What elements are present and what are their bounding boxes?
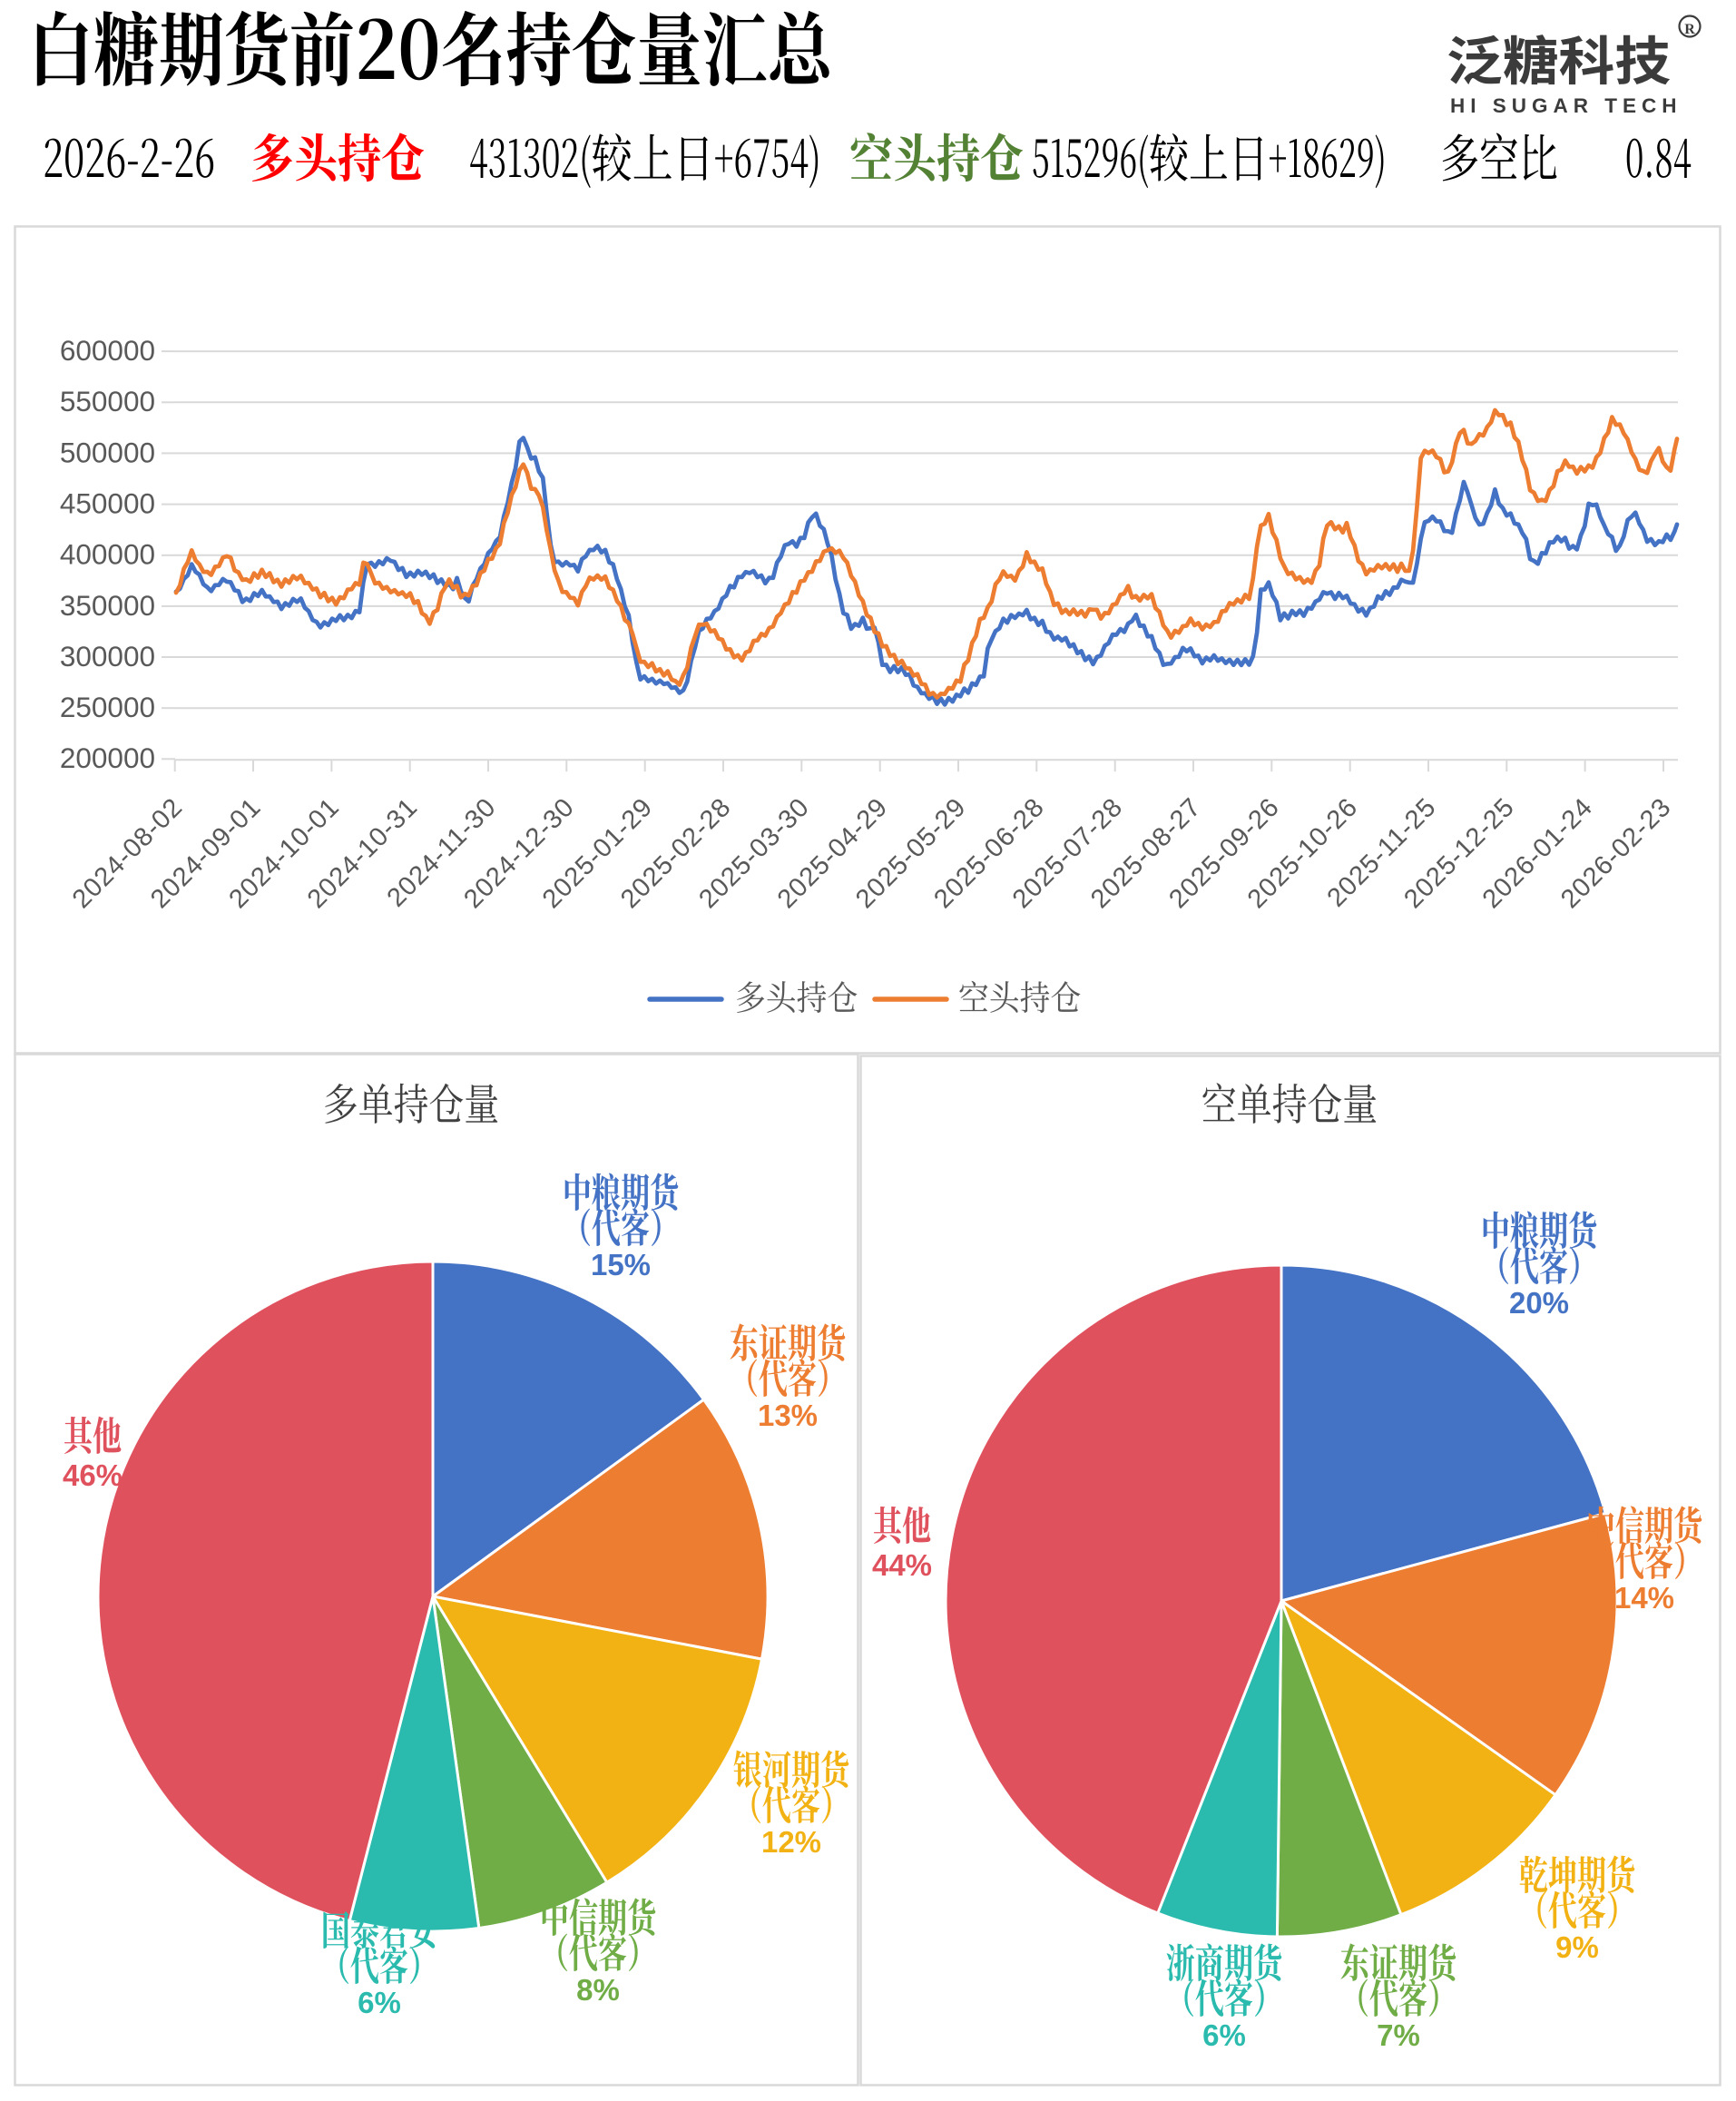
svg-text:250000: 250000 bbox=[60, 691, 155, 723]
svg-text:8%: 8% bbox=[576, 1973, 620, 2007]
svg-text:400000: 400000 bbox=[60, 538, 155, 571]
svg-text:550000: 550000 bbox=[60, 385, 155, 417]
svg-text:9%: 9% bbox=[1555, 1930, 1599, 1964]
svg-text:7%: 7% bbox=[1377, 2018, 1420, 2052]
svg-text:6%: 6% bbox=[1202, 2018, 1246, 2052]
svg-text:HI SUGAR TECH: HI SUGAR TECH bbox=[1450, 94, 1682, 117]
svg-text:600000: 600000 bbox=[60, 334, 155, 367]
svg-text:13%: 13% bbox=[758, 1399, 818, 1432]
svg-text:12%: 12% bbox=[761, 1825, 821, 1859]
svg-text:500000: 500000 bbox=[60, 436, 155, 468]
svg-text:R: R bbox=[1684, 22, 1695, 37]
svg-text:15%: 15% bbox=[591, 1248, 651, 1281]
svg-text:44%: 44% bbox=[872, 1548, 932, 1582]
svg-text:20%: 20% bbox=[1509, 1286, 1569, 1320]
svg-text:6%: 6% bbox=[358, 1986, 401, 2019]
svg-text:46%: 46% bbox=[63, 1458, 123, 1492]
svg-text:14%: 14% bbox=[1614, 1581, 1674, 1615]
svg-text:300000: 300000 bbox=[60, 640, 155, 673]
svg-text:450000: 450000 bbox=[60, 487, 155, 520]
svg-text:200000: 200000 bbox=[60, 741, 155, 774]
svg-text:350000: 350000 bbox=[60, 589, 155, 622]
